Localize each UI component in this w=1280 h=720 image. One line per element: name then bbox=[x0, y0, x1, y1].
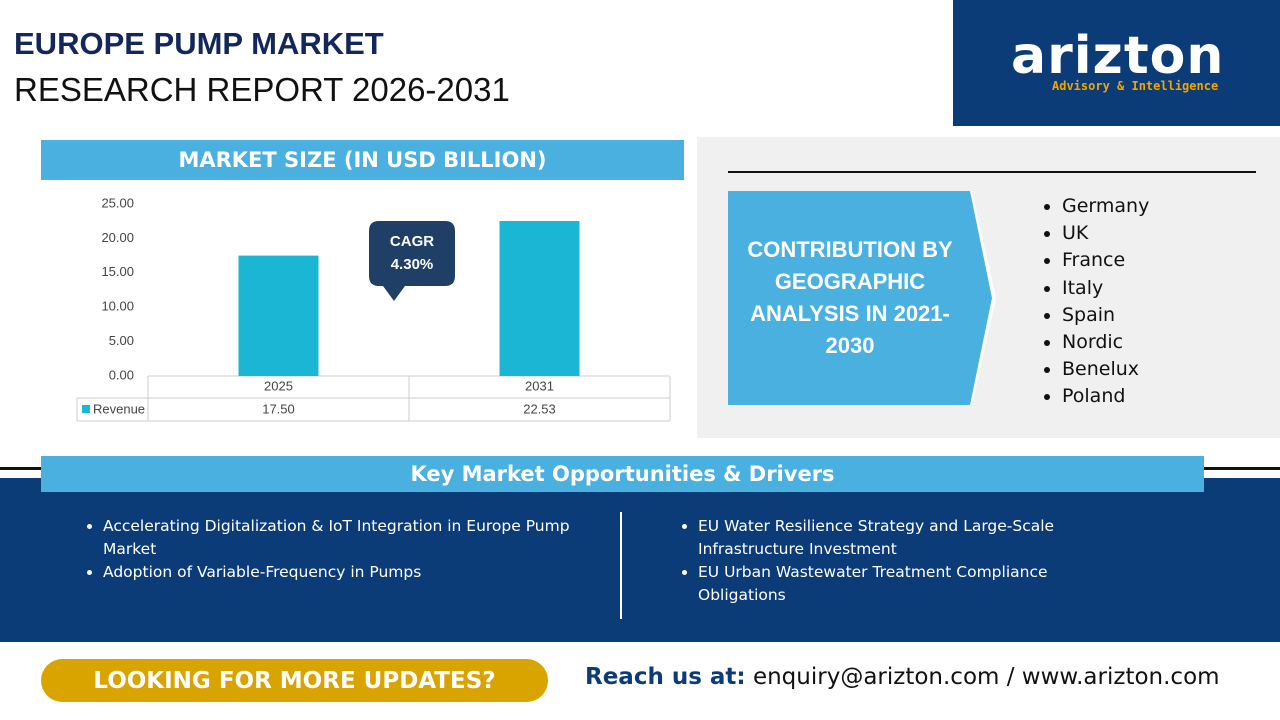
divider bbox=[728, 171, 1256, 173]
cta-button[interactable]: LOOKING FOR MORE UPDATES? bbox=[41, 659, 548, 702]
geo-item: Italy bbox=[1062, 275, 1149, 302]
geo-item: Spain bbox=[1062, 302, 1149, 329]
geo-item: Germany bbox=[1062, 193, 1149, 220]
x-tick-label: 2031 bbox=[525, 378, 554, 393]
bar bbox=[238, 255, 319, 376]
callout-label: CAGR bbox=[390, 233, 434, 250]
geo-item: Poland bbox=[1062, 383, 1149, 410]
y-tick-label: 20.00 bbox=[101, 230, 134, 245]
y-tick-label: 25.00 bbox=[101, 195, 134, 210]
legend-label: Revenue bbox=[93, 401, 145, 416]
geo-arrow bbox=[728, 191, 996, 405]
contact-info: enquiry@arizton.com / www.arizton.com bbox=[752, 664, 1220, 690]
geo-item: France bbox=[1062, 247, 1149, 274]
logo-tagline: Advisory & Intelligence bbox=[1052, 79, 1219, 93]
subtitle: RESEARCH REPORT 2026-2031 bbox=[14, 71, 510, 108]
logo-name: arizton bbox=[1011, 26, 1225, 86]
data-label: 22.53 bbox=[523, 401, 556, 416]
y-tick-label: 0.00 bbox=[109, 367, 134, 382]
arrow-shape bbox=[728, 191, 992, 405]
data-label: 17.50 bbox=[262, 401, 295, 416]
y-tick-label: 15.00 bbox=[101, 264, 134, 279]
driver-item: EU Water Resilience Strategy and Large-S… bbox=[698, 515, 1098, 561]
driver-item: EU Urban Wastewater Treatment Compliance… bbox=[698, 561, 1098, 607]
bar bbox=[499, 220, 580, 376]
contact-label: Reach us at: bbox=[585, 664, 746, 690]
drivers-panel bbox=[0, 478, 1280, 642]
geo-title: CONTRIBUTION BY GEOGRAPHIC ANALYSIS IN 2… bbox=[747, 237, 953, 358]
driver-item: Adoption of Variable-Frequency in Pumps bbox=[103, 561, 593, 584]
drivers-left: Accelerating Digitalization & IoT Integr… bbox=[72, 515, 593, 584]
chart: 0.00 5.00 10.00 15.00 20.00 25.00 Revenue 17.50… bbox=[76, 195, 671, 422]
y-tick-label: 10.00 bbox=[101, 299, 134, 314]
legend-swatch bbox=[82, 405, 90, 413]
logo: arizton Advisory & Intelligence bbox=[953, 0, 1280, 126]
contact: Reach us at: enquiry@arizton.com / www.a… bbox=[585, 664, 1220, 690]
callout-value: 4.30% bbox=[391, 256, 434, 273]
y-tick-label: 5.00 bbox=[109, 333, 134, 348]
title: EUROPE PUMP MARKET bbox=[14, 26, 384, 61]
geo-item: UK bbox=[1062, 220, 1149, 247]
geo-list: GermanyUKFranceItalySpainNordicBeneluxPo… bbox=[1034, 193, 1149, 411]
drivers-divider bbox=[620, 512, 622, 619]
callout bbox=[369, 221, 455, 301]
drivers-heading: Key Market Opportunities & Drivers bbox=[41, 456, 1204, 492]
driver-item: Accelerating Digitalization & IoT Integr… bbox=[103, 515, 593, 561]
drivers-right: EU Water Resilience Strategy and Large-S… bbox=[667, 515, 1098, 607]
chart-title: MARKET SIZE (IN USD BILLION) bbox=[41, 140, 684, 180]
geo-item: Benelux bbox=[1062, 356, 1149, 383]
x-tick-label: 2025 bbox=[264, 378, 293, 393]
geo-item: Nordic bbox=[1062, 329, 1149, 356]
